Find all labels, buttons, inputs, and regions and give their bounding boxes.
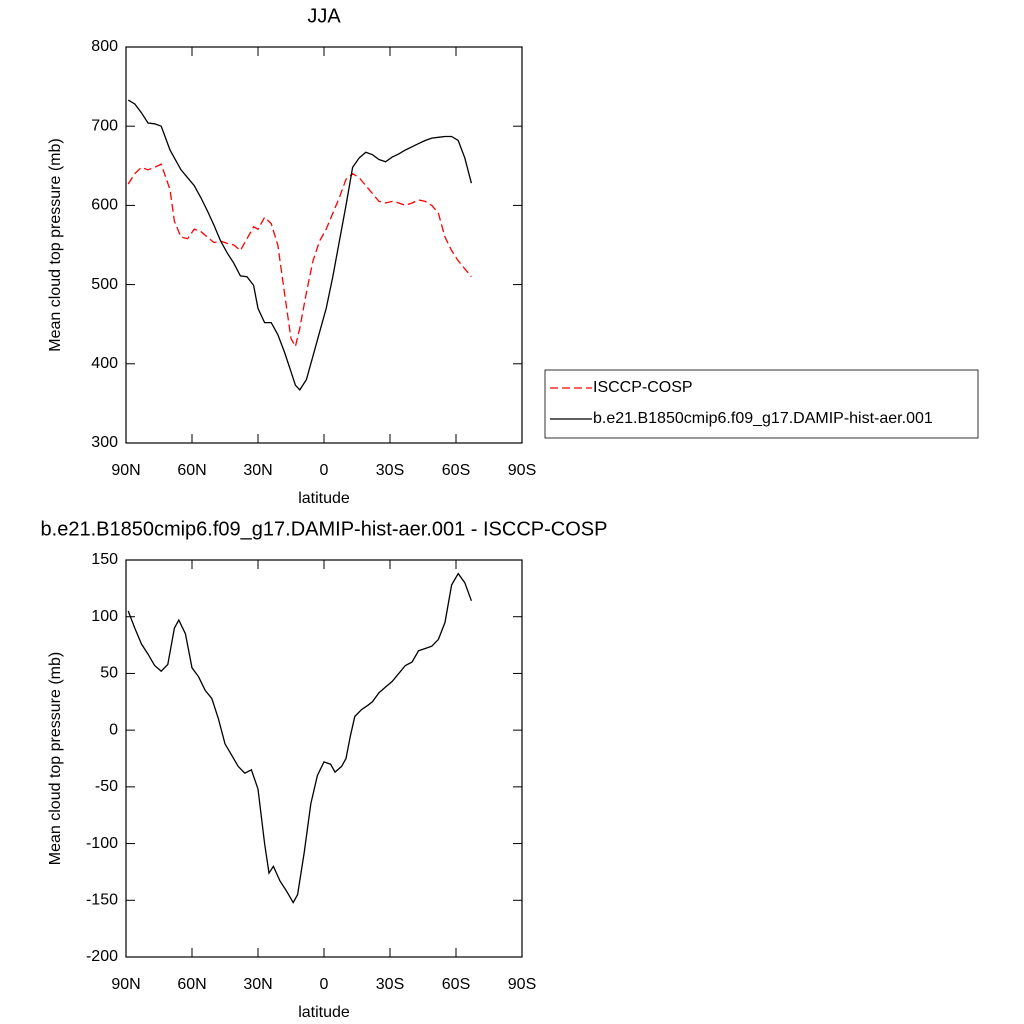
x-tick-label: 30S [376,462,404,479]
x-tick-label: 90S [508,976,536,993]
x-tick-label: 30S [376,976,404,993]
chart-title: JJA [307,5,341,27]
x-tick-label: 90N [111,976,140,993]
y-tick-label: 800 [91,38,118,55]
legend-label: b.e21.B1850cmip6.f09_g17.DAMIP-hist-aer.… [593,410,933,427]
data-line [127,99,473,391]
y-tick-label: 300 [91,434,118,451]
y-tick-label: -200 [86,948,118,965]
y-tick-label: -50 [95,778,118,795]
x-tick-label: 60S [442,462,470,479]
legend-label: ISCCP-COSP [593,379,693,396]
y-tick-label: 600 [91,197,118,214]
x-tick-label: 0 [320,976,329,993]
data-line [127,572,473,904]
x-tick-label: 60N [177,976,206,993]
data-line [127,163,472,349]
y-tick-label: 700 [91,117,118,134]
plot-frame [125,559,523,958]
x-tick-label: 60S [442,976,470,993]
x-tick-label: 90N [111,462,140,479]
y-axis-label: Mean cloud top pressure (mb) [47,652,64,865]
y-tick-label: 400 [91,355,118,372]
x-tick-label: 90S [508,462,536,479]
plot-frame [125,46,523,444]
y-tick-label: -150 [86,892,118,909]
x-tick-label: 60N [177,462,206,479]
x-axis-label: latitude [298,1004,350,1021]
y-tick-label: 500 [91,276,118,293]
x-tick-label: 30N [243,462,272,479]
y-tick-label: 100 [91,608,118,625]
x-tick-label: 30N [243,976,272,993]
y-tick-label: 50 [100,665,118,682]
y-tick-label: 0 [109,721,118,738]
legend-box [544,369,979,439]
y-axis-label: Mean cloud top pressure (mb) [47,138,64,351]
y-tick-label: -100 [86,835,118,852]
x-tick-label: 0 [320,462,329,479]
x-axis-label: latitude [298,490,350,507]
y-tick-label: 150 [91,551,118,568]
chart-title: b.e21.B1850cmip6.f09_g17.DAMIP-hist-aer.… [41,518,608,540]
